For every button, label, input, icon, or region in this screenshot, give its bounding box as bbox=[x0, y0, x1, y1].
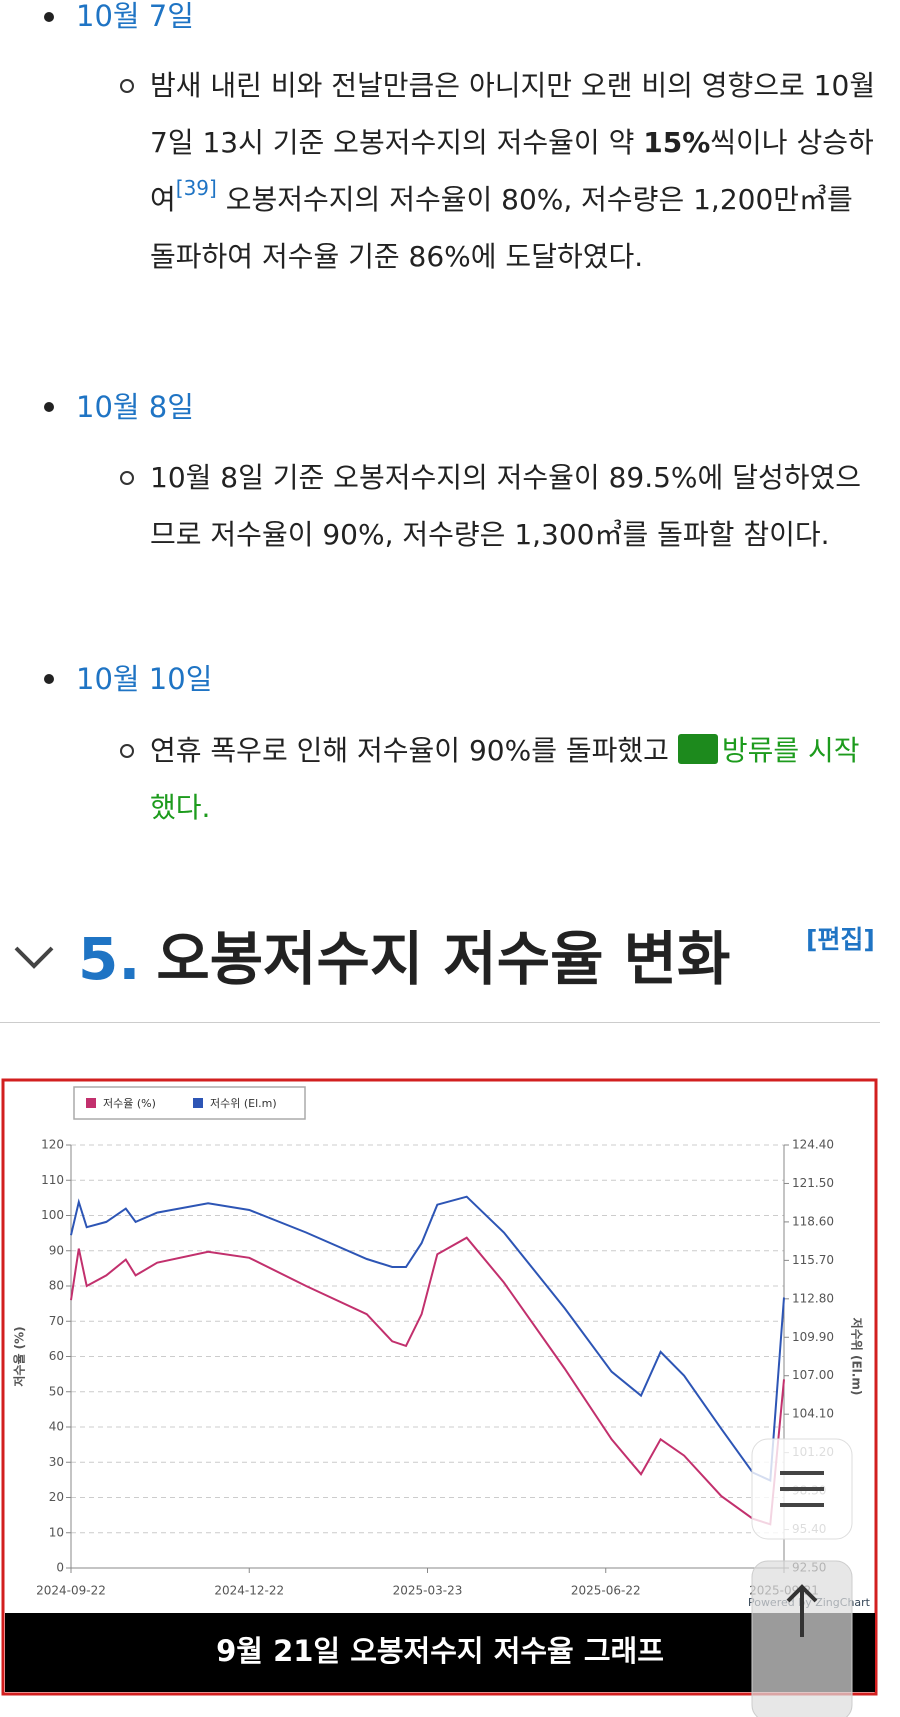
y-tick-label: 40 bbox=[49, 1420, 64, 1434]
y2-axis-title: 저수위 (El.m) bbox=[850, 1318, 865, 1396]
text: 밤새 내린 비와 전날만큼은 아니지만 오랜 비의 영향으로 10월 7일 13… bbox=[150, 69, 876, 159]
y2-tick-label: 109.90 bbox=[792, 1330, 834, 1344]
collapse-chevron[interactable] bbox=[8, 930, 68, 990]
section-number: 5. bbox=[78, 925, 141, 993]
series-line bbox=[70, 1236, 785, 1526]
series-line bbox=[70, 1195, 785, 1483]
y2-tick-label: 121.50 bbox=[792, 1176, 834, 1190]
section-heading: 5. 오봉저수지 저수율 변화 bbox=[78, 922, 730, 996]
text: 10월 8일 기준 오봉저수지의 저수율이 89.5%에 달성하였으므로 저수율… bbox=[150, 461, 861, 551]
chart-frame bbox=[1, 1078, 878, 1696]
y-tick-label: 0 bbox=[56, 1561, 64, 1575]
caption: 9월 21일 오봉저수지 저수율 그래프 bbox=[216, 1634, 664, 1668]
legend-box bbox=[73, 1086, 306, 1120]
section-title: 오봉저수지 저수율 변화 bbox=[156, 925, 731, 993]
y2-tick-label: 107.00 bbox=[792, 1368, 834, 1382]
y-axis-title: 저수율 (%) bbox=[12, 1326, 27, 1386]
sub-bullet bbox=[120, 471, 134, 485]
y-tick-label: 20 bbox=[49, 1490, 64, 1504]
y-tick-label: 80 bbox=[49, 1279, 64, 1293]
bold-text: 15% bbox=[643, 126, 711, 159]
legend-label: 저수율 (%) bbox=[103, 1097, 156, 1110]
reference[interactable]: [39] bbox=[175, 176, 217, 200]
y-tick-label: 60 bbox=[49, 1349, 64, 1363]
x-tick-label: 2024-09-22 bbox=[36, 1584, 106, 1598]
paragraph: 밤새 내린 비와 전날만큼은 아니지만 오랜 비의 영향으로 10월 7일 13… bbox=[150, 57, 885, 285]
y-tick-label: 30 bbox=[49, 1455, 64, 1469]
y2-tick-label: 104.10 bbox=[792, 1407, 834, 1421]
edit-link[interactable]: [편집] bbox=[806, 925, 875, 954]
legend-swatch bbox=[193, 1098, 203, 1108]
date-link[interactable]: 10월 7일 bbox=[76, 0, 194, 33]
date-link[interactable]: 10월 8일 bbox=[76, 390, 194, 424]
date-link[interactable]: 10월 10일 bbox=[76, 662, 213, 696]
y-tick-label: 100 bbox=[41, 1208, 64, 1222]
y-tick-label: 70 bbox=[49, 1314, 64, 1328]
y-tick-label: 10 bbox=[49, 1525, 64, 1539]
sub-bullet bbox=[120, 79, 134, 93]
y2-tick-label: 112.80 bbox=[792, 1291, 834, 1305]
y2-tick-label: 124.40 bbox=[792, 1138, 834, 1152]
x-tick-label: 2025-03-23 bbox=[393, 1584, 463, 1598]
legend-swatch bbox=[86, 1098, 96, 1108]
bullet bbox=[44, 402, 54, 412]
caption-bar bbox=[5, 1613, 875, 1692]
y2-tick-label: 115.70 bbox=[792, 1253, 834, 1267]
bullet bbox=[44, 12, 54, 22]
floating-buttons[interactable] bbox=[748, 1437, 858, 1717]
legend-label: 저수위 (El.m) bbox=[210, 1097, 277, 1110]
x-tick-label: 2024-12-22 bbox=[214, 1584, 284, 1598]
divider bbox=[0, 1022, 880, 1023]
y-tick-label: 120 bbox=[41, 1138, 64, 1152]
text: 오봉저수지의 저수율이 80%, 저수량은 1,200만㎥를 돌파하여 저수율 … bbox=[150, 183, 853, 273]
text: 연휴 폭우로 인해 저수율이 90%를 돌파했고 bbox=[150, 734, 678, 767]
link[interactable]: 방류를 시작했다. bbox=[150, 734, 860, 824]
x-tick-label: 2025-06-22 bbox=[571, 1584, 641, 1598]
paragraph: 연휴 폭우로 인해 저수율이 90%를 돌파했고 방류를 시작했다. bbox=[150, 722, 885, 836]
paragraph: 10월 8일 기준 오봉저수지의 저수율이 89.5%에 달성하였으므로 저수율… bbox=[150, 449, 885, 563]
y-tick-label: 50 bbox=[49, 1384, 64, 1398]
text: 씩이나 상승하여 bbox=[150, 126, 874, 216]
y-tick-label: 90 bbox=[49, 1243, 64, 1257]
link-icon bbox=[677, 734, 718, 764]
bullet bbox=[44, 674, 54, 684]
sub-bullet bbox=[120, 744, 134, 758]
y2-tick-label: 118.60 bbox=[792, 1214, 834, 1228]
y-tick-label: 110 bbox=[41, 1173, 64, 1187]
